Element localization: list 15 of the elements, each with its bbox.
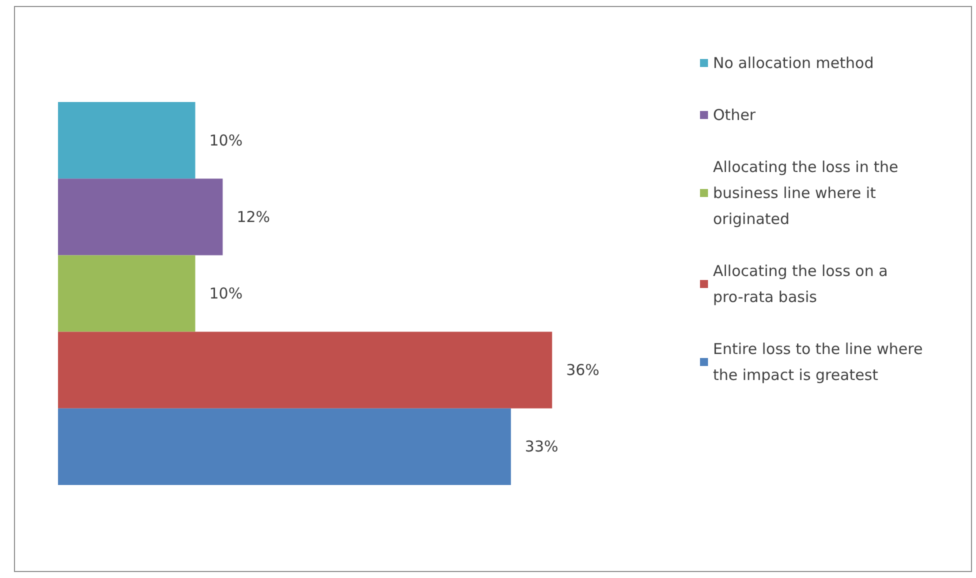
bar bbox=[58, 102, 196, 179]
data-label: 10% bbox=[209, 131, 243, 150]
bar bbox=[58, 178, 223, 256]
data-label: 36% bbox=[566, 361, 600, 380]
bar bbox=[58, 255, 196, 332]
legend-label: Entire loss to the line where the impact is greatest bbox=[713, 340, 928, 384]
legend-label: No allocation method bbox=[713, 54, 874, 72]
data-label: 33% bbox=[524, 438, 558, 456]
data-label: 12% bbox=[236, 208, 270, 226]
legend-label: Other bbox=[713, 106, 756, 124]
legend-label: Allocating the loss on a pro-rata basis bbox=[713, 262, 893, 306]
data-label: 10% bbox=[209, 284, 243, 302]
bar bbox=[58, 408, 511, 485]
legend-label: Allocating the loss in the business line where it originated bbox=[713, 158, 904, 228]
bar bbox=[58, 332, 552, 408]
